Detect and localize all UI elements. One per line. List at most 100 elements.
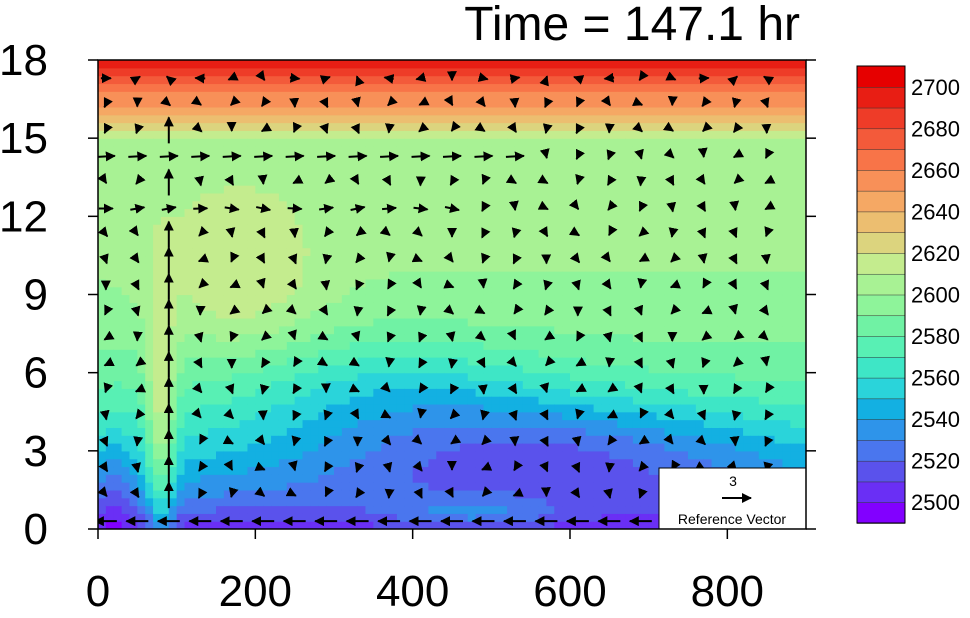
heatmap-cell bbox=[255, 403, 264, 413]
heatmap-cell bbox=[271, 364, 280, 374]
heatmap-cell bbox=[483, 161, 492, 171]
heatmap-cell bbox=[168, 310, 178, 319]
heatmap-cell bbox=[546, 153, 555, 163]
heatmap-cell bbox=[475, 106, 485, 116]
heatmap-cell bbox=[294, 138, 304, 147]
heatmap-cell bbox=[192, 317, 201, 327]
heatmap-cell bbox=[617, 294, 626, 303]
heatmap-cell bbox=[184, 427, 193, 436]
heatmap-cell bbox=[530, 208, 540, 217]
heatmap-cell bbox=[278, 388, 288, 397]
heatmap-cell bbox=[192, 185, 201, 194]
heatmap-cell bbox=[570, 169, 579, 178]
heatmap-cell bbox=[562, 357, 571, 366]
heatmap-cell bbox=[444, 505, 453, 514]
heatmap-cell bbox=[145, 247, 154, 257]
heatmap-cell bbox=[302, 286, 311, 296]
heatmap-cell bbox=[137, 224, 146, 233]
heatmap-cell bbox=[98, 325, 107, 335]
heatmap-cell bbox=[216, 294, 225, 303]
heatmap-cell bbox=[727, 145, 736, 155]
heatmap-cell bbox=[743, 450, 752, 460]
heatmap-cell bbox=[389, 521, 398, 529]
heatmap-cell bbox=[263, 474, 272, 483]
heatmap-cell bbox=[208, 466, 217, 475]
heatmap-cell bbox=[554, 231, 563, 241]
heatmap-cell bbox=[570, 497, 579, 507]
heatmap-cell bbox=[625, 185, 634, 194]
heatmap-cell bbox=[334, 122, 343, 131]
heatmap-cell bbox=[570, 380, 579, 389]
heatmap-cell bbox=[349, 255, 359, 264]
heatmap-cell bbox=[640, 161, 650, 171]
heatmap-cell bbox=[640, 239, 650, 249]
heatmap-cell bbox=[184, 114, 193, 124]
heatmap-cell bbox=[137, 247, 146, 257]
heatmap-cell bbox=[381, 83, 390, 92]
heatmap-cell bbox=[436, 380, 445, 389]
heatmap-cell bbox=[719, 333, 728, 342]
heatmap-cell bbox=[735, 153, 744, 163]
heatmap-cell bbox=[617, 521, 626, 529]
heatmap-cell bbox=[688, 169, 697, 178]
heatmap-cell bbox=[326, 482, 335, 491]
heatmap-cell bbox=[349, 231, 359, 241]
heatmap-cell bbox=[491, 357, 500, 366]
heatmap-cell bbox=[672, 91, 681, 100]
heatmap-cell bbox=[271, 403, 280, 413]
heatmap-cell bbox=[302, 435, 311, 444]
heatmap-cell bbox=[695, 247, 705, 257]
heatmap-cell bbox=[365, 161, 374, 171]
heatmap-cell bbox=[349, 130, 359, 139]
heatmap-cell bbox=[278, 239, 288, 249]
heatmap-cell bbox=[593, 278, 603, 288]
heatmap-cell bbox=[396, 380, 406, 389]
heatmap-cell bbox=[743, 419, 752, 428]
heatmap-cell bbox=[239, 294, 249, 303]
heatmap-cell bbox=[577, 224, 587, 233]
heatmap-cell bbox=[601, 474, 610, 483]
heatmap-cell bbox=[184, 497, 193, 507]
heatmap-cell bbox=[365, 364, 374, 374]
heatmap-cell bbox=[609, 458, 618, 468]
heatmap-cell bbox=[743, 403, 752, 413]
heatmap-cell bbox=[200, 122, 209, 131]
heatmap-cell bbox=[546, 91, 555, 100]
heatmap-cell bbox=[428, 177, 437, 186]
heatmap-cell bbox=[743, 247, 752, 257]
heatmap-cell bbox=[318, 403, 327, 413]
heatmap-cell bbox=[349, 169, 359, 178]
heatmap-cell bbox=[357, 474, 367, 483]
heatmap-cell bbox=[160, 216, 170, 225]
heatmap-cell bbox=[404, 161, 414, 171]
heatmap-cell bbox=[648, 122, 658, 131]
heatmap-cell bbox=[577, 138, 587, 147]
heatmap-cell bbox=[278, 482, 288, 491]
heatmap-cell bbox=[585, 380, 595, 389]
heatmap-cell bbox=[499, 145, 508, 155]
heatmap-cell bbox=[577, 271, 587, 280]
heatmap-cell bbox=[617, 138, 626, 147]
heatmap-cell bbox=[98, 443, 107, 452]
heatmap-cell bbox=[711, 388, 721, 397]
heatmap-cell bbox=[239, 521, 249, 529]
heatmap-cell bbox=[562, 255, 571, 264]
heatmap-cell bbox=[703, 450, 713, 460]
heatmap-cell bbox=[452, 341, 461, 350]
heatmap-cell bbox=[302, 91, 311, 100]
heatmap-cell bbox=[483, 114, 492, 124]
heatmap-cell bbox=[404, 263, 414, 272]
heatmap-cell bbox=[176, 482, 186, 491]
heatmap-cell bbox=[129, 231, 138, 241]
heatmap-cell bbox=[735, 403, 744, 413]
heatmap-cell bbox=[577, 185, 587, 194]
heatmap-cell bbox=[216, 489, 225, 499]
heatmap-cell bbox=[656, 372, 665, 382]
heatmap-cell bbox=[680, 192, 689, 202]
heatmap-cell bbox=[672, 294, 681, 303]
heatmap-cell bbox=[223, 302, 233, 311]
heatmap-cell bbox=[341, 388, 351, 397]
heatmap-cell bbox=[522, 130, 532, 139]
heatmap-cell bbox=[625, 91, 634, 100]
heatmap-cell bbox=[263, 75, 272, 85]
